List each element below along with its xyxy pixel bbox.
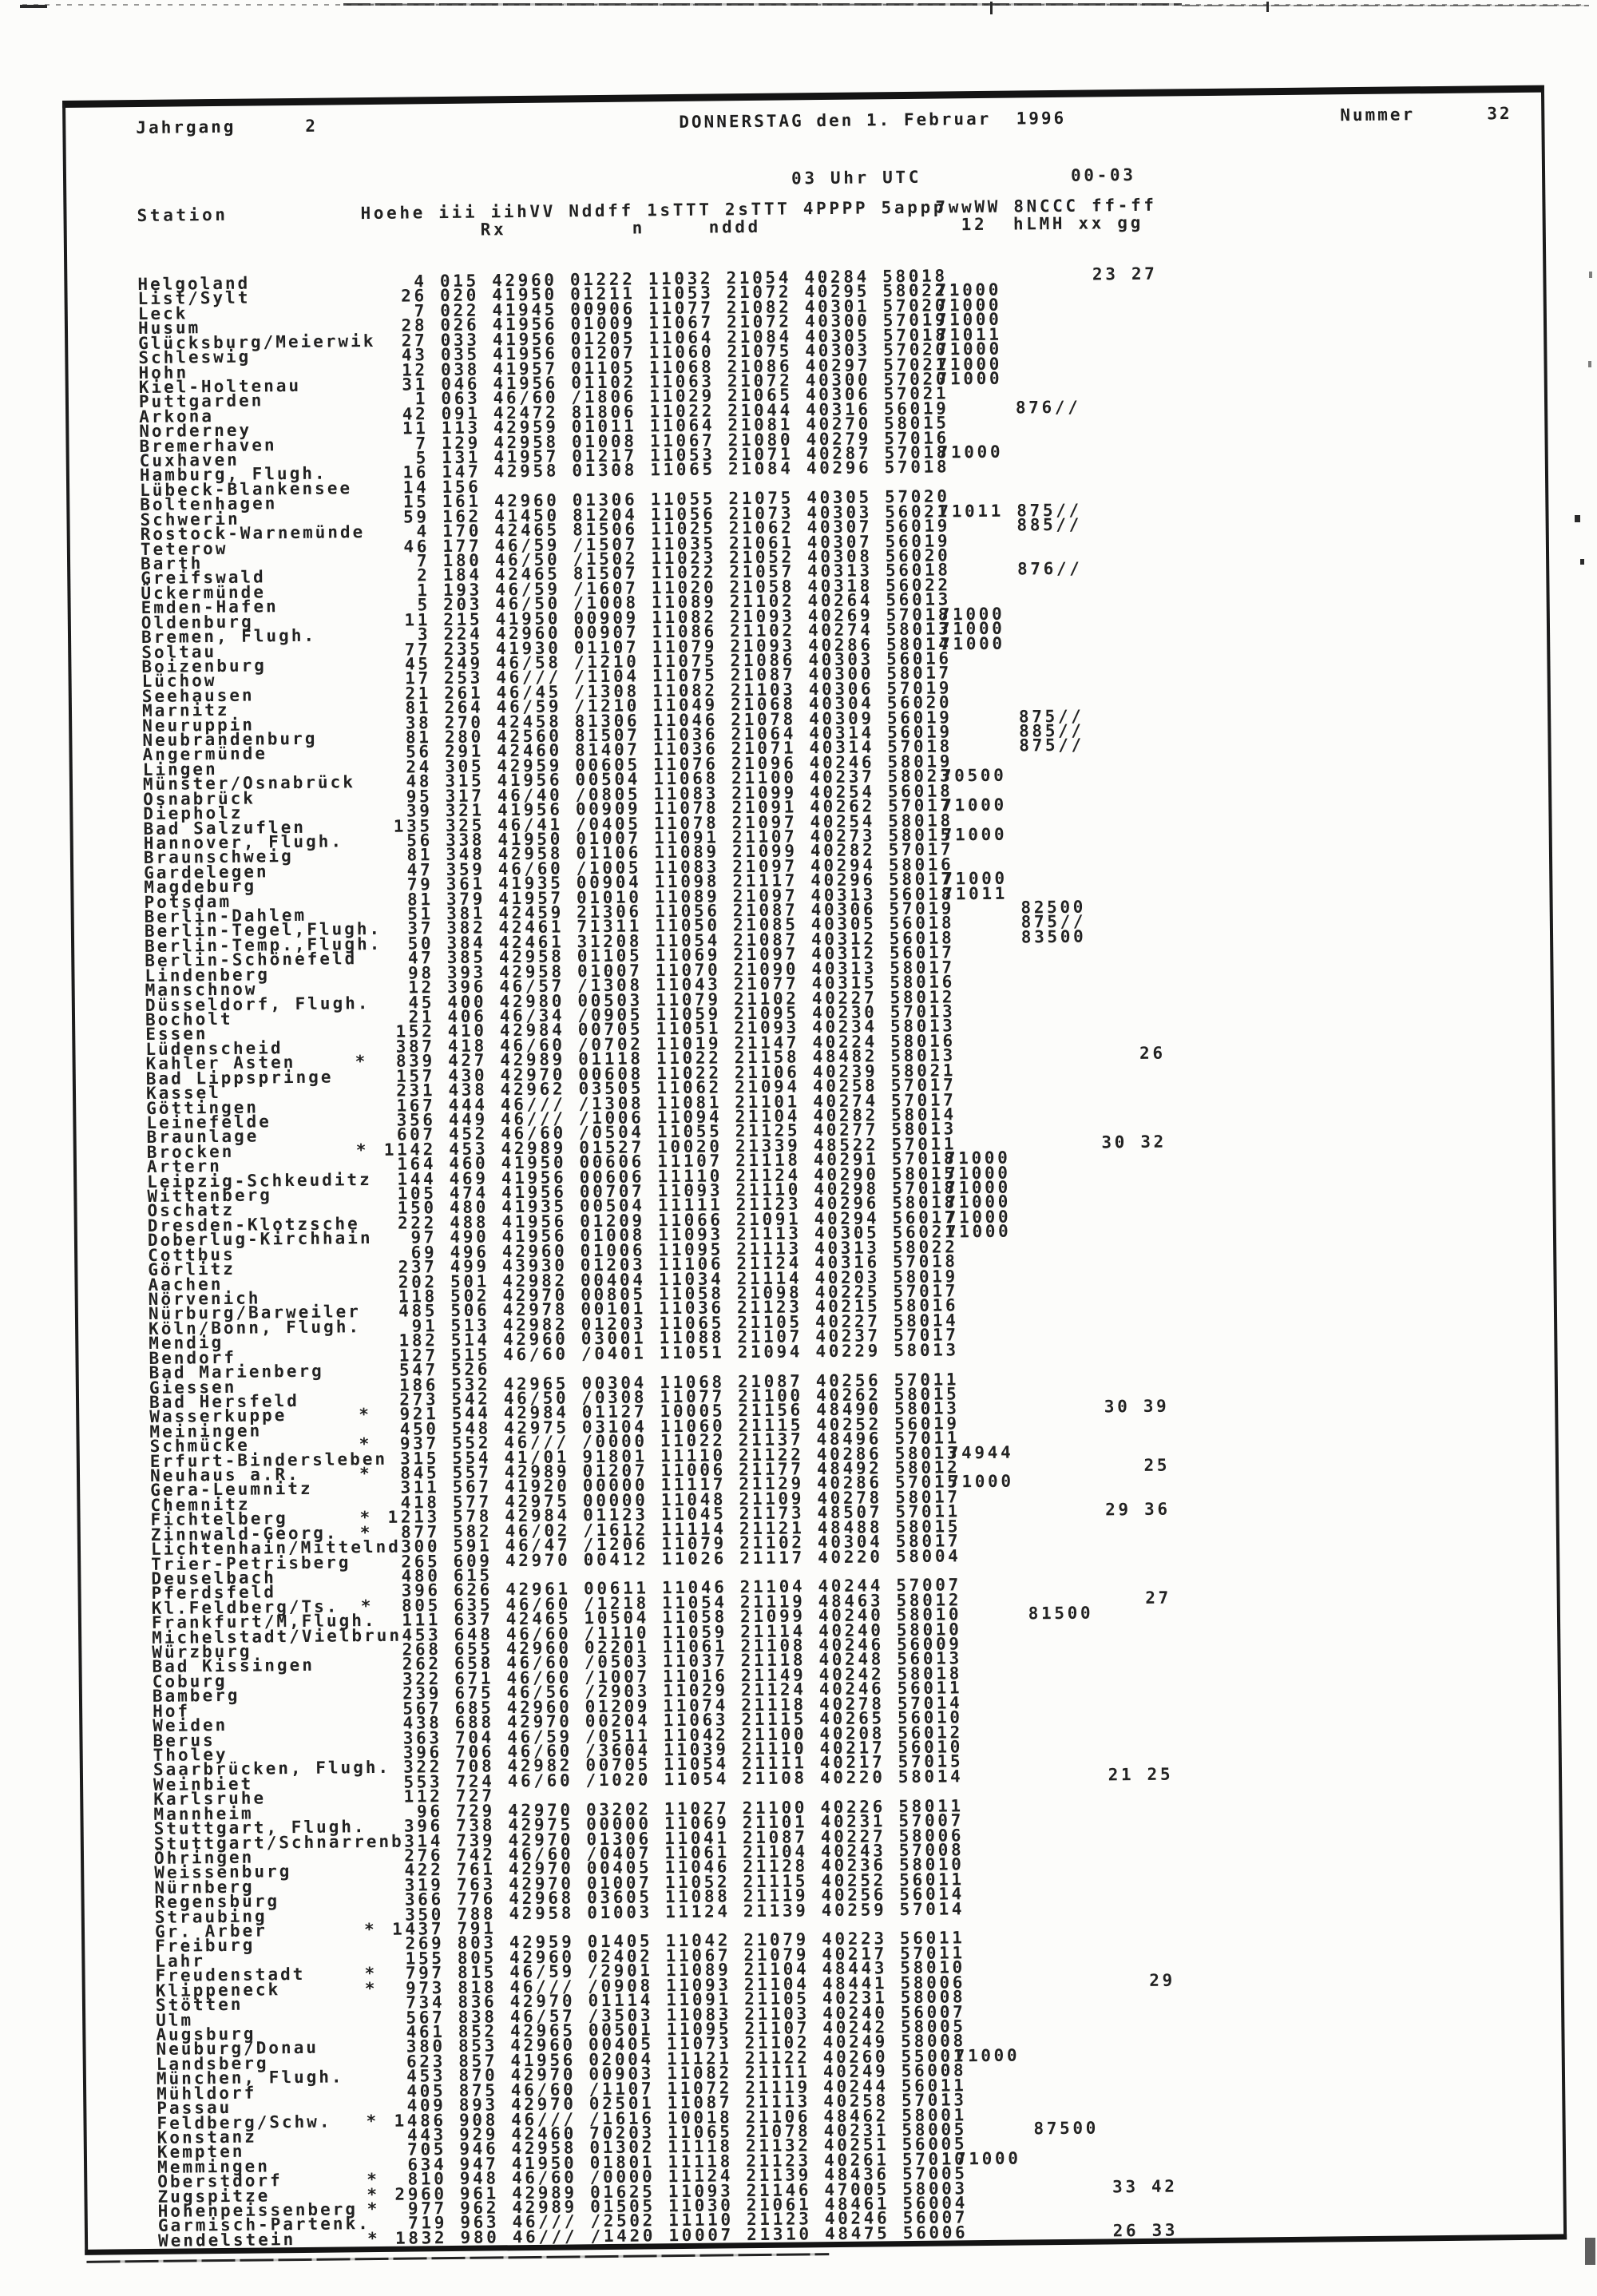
scan-tick — [990, 2, 993, 14]
scan-speck — [1580, 559, 1584, 565]
bottom-border-smear — [86, 2253, 830, 2263]
mountain-station-marker: * — [367, 2228, 381, 2249]
station-name: Wendelstein — [157, 2229, 296, 2250]
observation-time: 03 Uhr UTC — [791, 167, 922, 188]
scan-speck — [1589, 272, 1592, 278]
observation-period: 00-03 — [1070, 165, 1136, 185]
bulletin-page: Jahrgang 2 DONNERSTAG den 1. Februar 199… — [62, 85, 1567, 2263]
scan-speck — [1575, 515, 1580, 522]
col-extra-sub: 12 hLMH xx gg — [961, 212, 1144, 235]
time-line: 03 Uhr UTC 00-03 — [137, 161, 1542, 191]
scan-tick — [1266, 2, 1269, 12]
col-rx: Rx — [480, 220, 507, 240]
extra-groups: 26 33 — [956, 2220, 1179, 2242]
scan-speck — [1588, 361, 1591, 367]
observation-table: 03 Uhr UTC 00-03 Station Hoehe iii iihVV… — [136, 93, 1563, 2250]
scan-speck — [20, 5, 47, 8]
scan-edge-smear-right — [1182, 5, 1589, 6]
col-n: n — [632, 218, 646, 238]
scan-speck — [1585, 2238, 1595, 2265]
scan-edge-smear — [343, 3, 1182, 6]
col-nddd: nddd — [708, 216, 762, 237]
station-rows: Helgoland 4 015 42960 01222 11032 21054 … — [136, 93, 1541, 2250]
